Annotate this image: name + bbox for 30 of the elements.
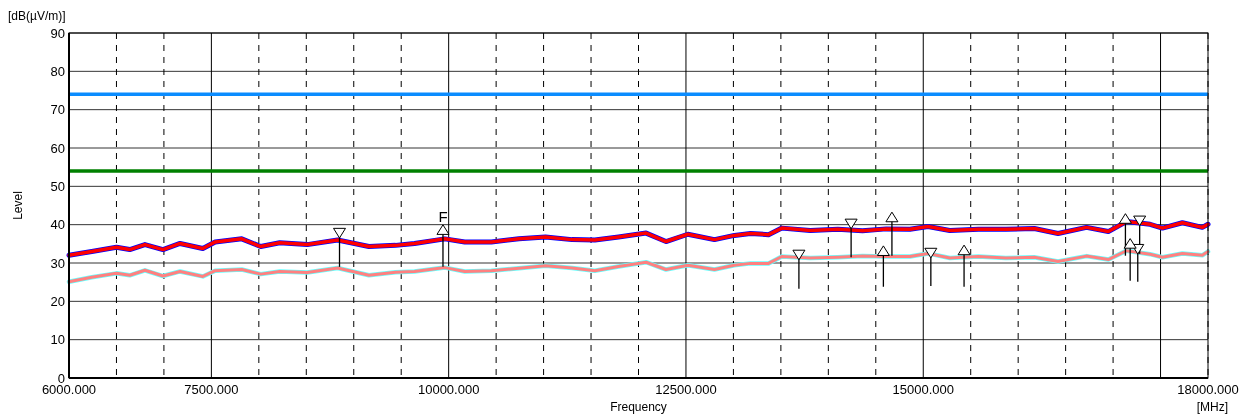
text: [MHz] — [1196, 400, 1228, 414]
point — [876, 245, 890, 256]
y-axis-title: Level — [11, 191, 25, 220]
point — [1123, 238, 1137, 249]
y-tick-label: 80 — [50, 63, 65, 79]
y-tick-label: 40 — [50, 217, 65, 233]
y-tick-label: 10 — [50, 332, 65, 348]
point — [436, 224, 450, 235]
text: [dB(µV/m)] — [8, 9, 66, 23]
y-tick-label: 90 — [50, 25, 65, 41]
x-tick-label: 10000.000 — [417, 382, 480, 397]
point — [844, 218, 858, 230]
y-tick-label: 20 — [50, 293, 65, 309]
annotation: F — [438, 207, 448, 225]
point — [1118, 213, 1132, 224]
point — [1133, 215, 1147, 227]
x-axis-title: Frequency — [610, 400, 667, 414]
x-tick-label: 15000.000 — [892, 382, 954, 397]
point — [957, 244, 971, 256]
point — [885, 211, 899, 223]
x-tick-label: 12500.000 — [655, 382, 717, 397]
point — [924, 247, 938, 259]
y-tick-label: 30 — [50, 255, 65, 271]
x-tick-label: 18000.000 — [1177, 382, 1239, 397]
point — [792, 249, 806, 261]
point — [333, 227, 347, 239]
y-tick-label: 50 — [50, 178, 65, 194]
y-tick-label: 70 — [50, 102, 65, 118]
x-tick-label: 7500.000 — [184, 382, 239, 397]
y-tick-label: 60 — [50, 140, 65, 156]
